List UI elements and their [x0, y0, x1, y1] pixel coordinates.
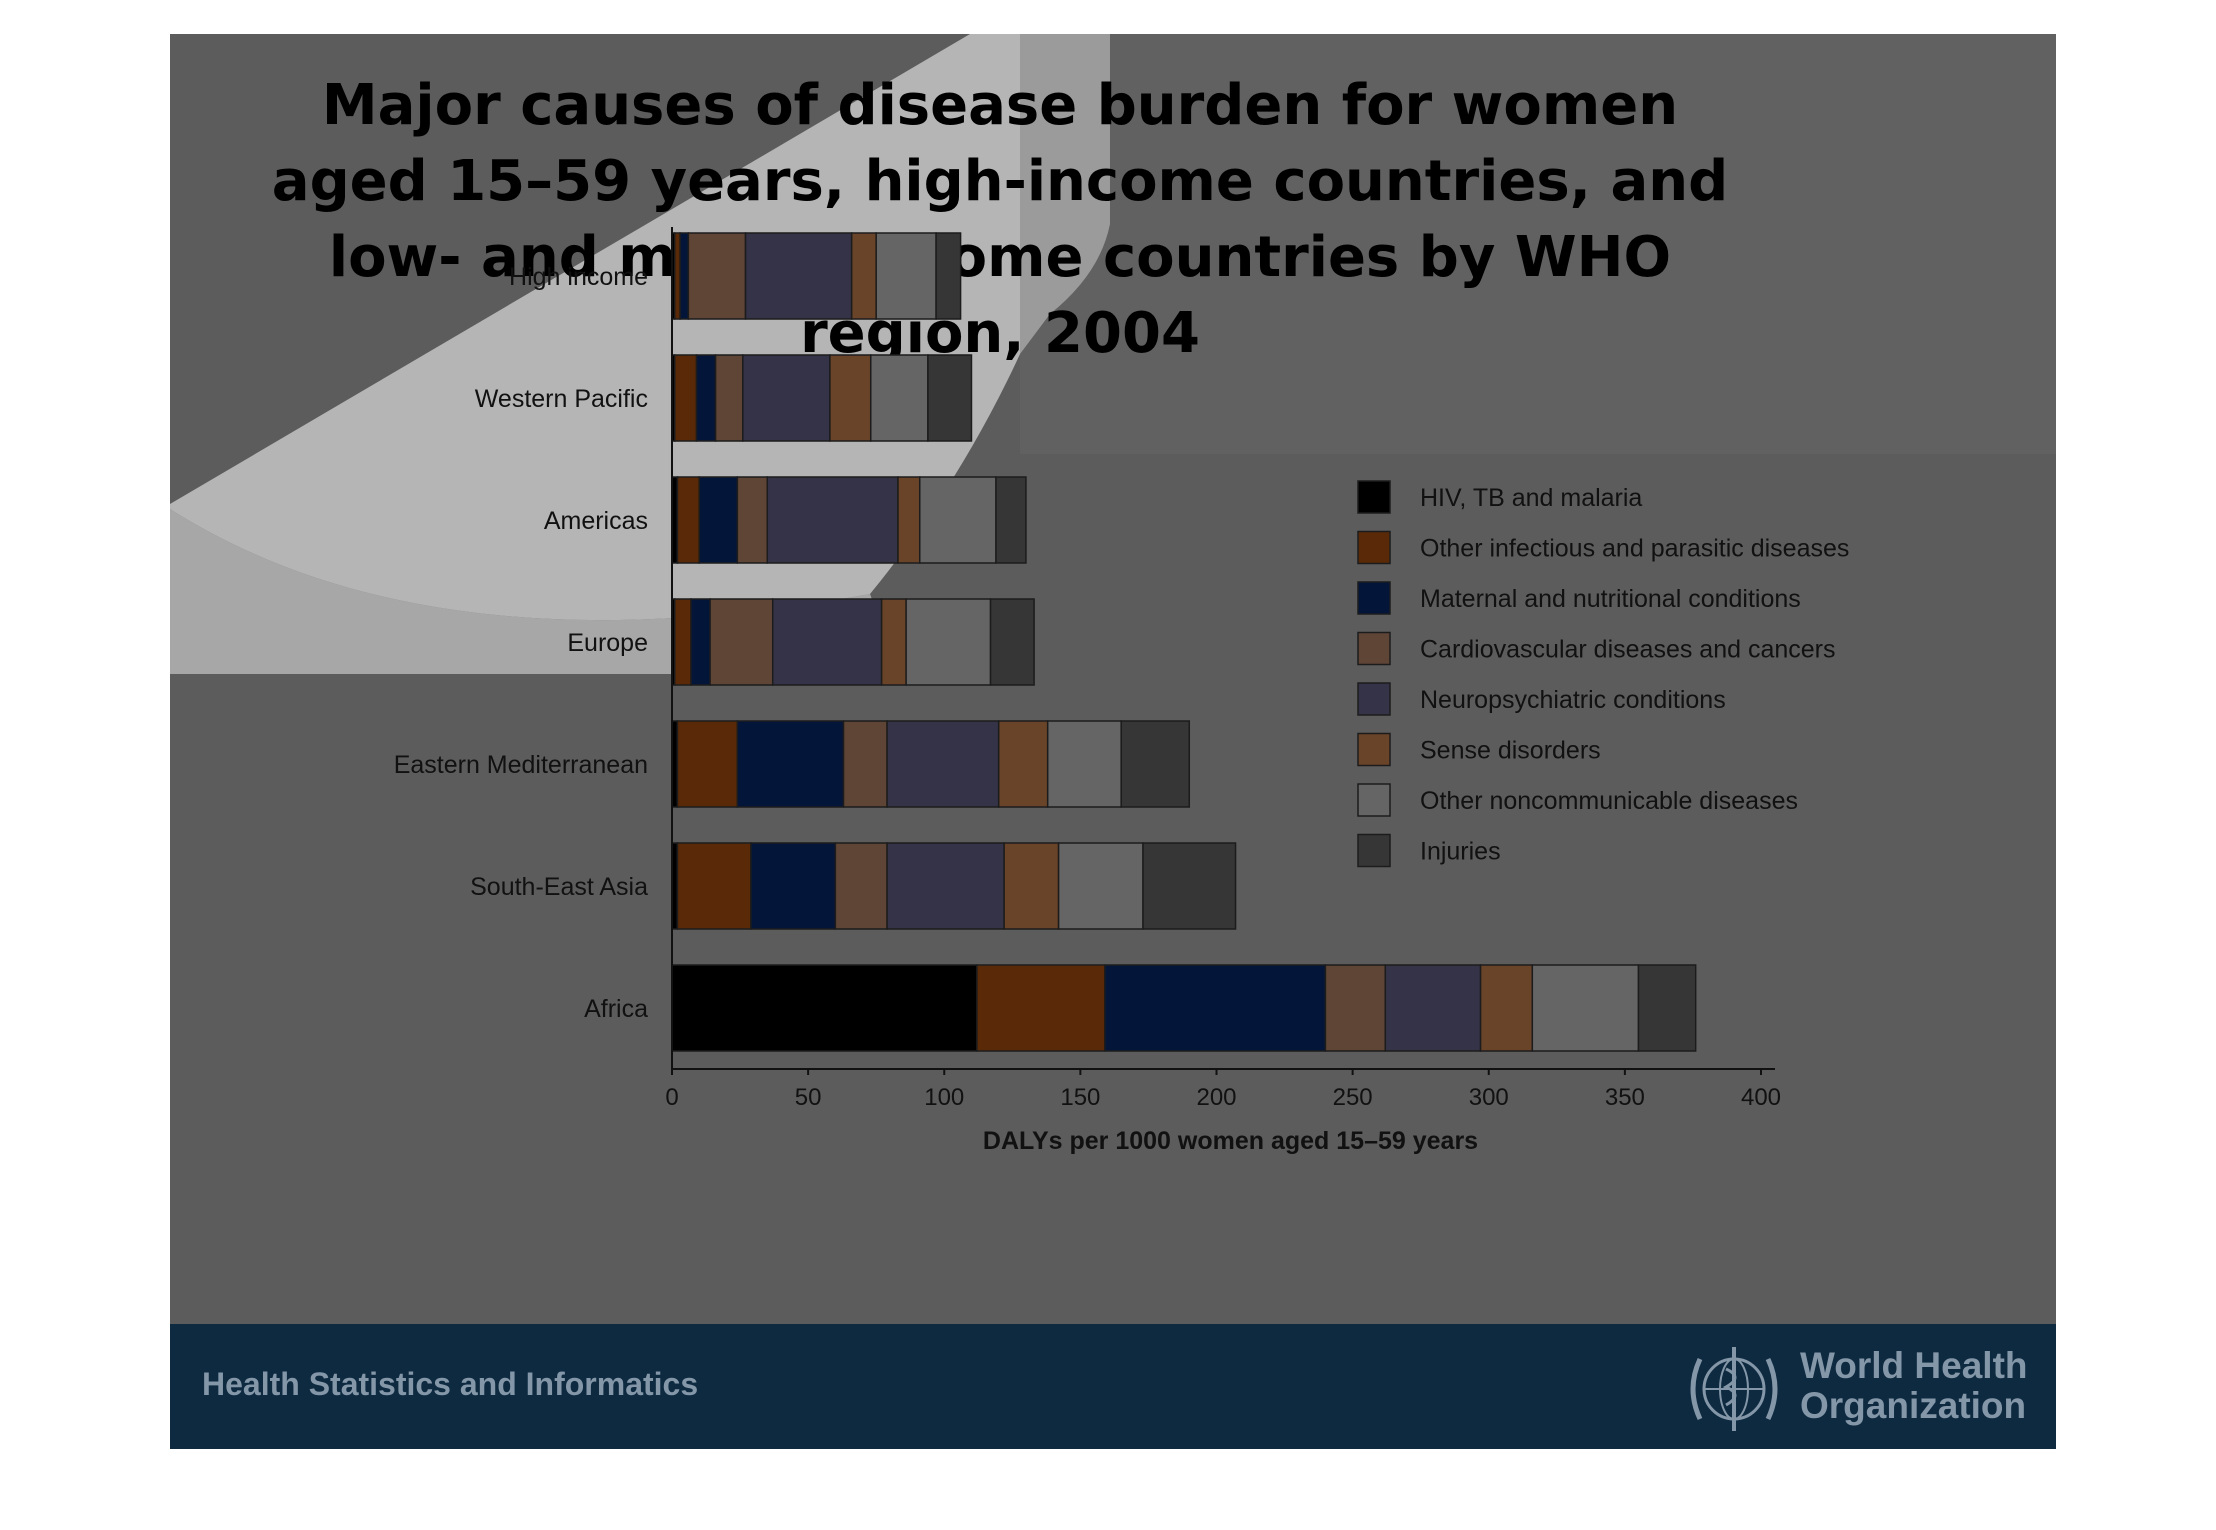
x-tick-label-150: 150: [1060, 1084, 1100, 1111]
legend-label-5: Sense disorders: [1420, 737, 1601, 765]
bar-segment-eastern-mediterranean-7: [1120, 720, 1191, 808]
bar-segment-europe-6: [905, 598, 992, 686]
footer-bar: Health Statistics and Informatics World …: [170, 1324, 2056, 1449]
background-graphic: [170, 34, 2056, 674]
x-tick-label-0: 0: [665, 1084, 678, 1111]
bar-segment-africa-0: [671, 964, 978, 1052]
legend-swatch-6: [1357, 783, 1391, 817]
bar-segment-eastern-mediterranean-1: [676, 720, 739, 808]
bar-segment-europe-3: [709, 598, 774, 686]
bar-segment-africa-3: [1324, 964, 1387, 1052]
bar-segment-eastern-mediterranean-3: [842, 720, 888, 808]
legend-swatch-4: [1357, 682, 1391, 716]
bar-segment-americas-4: [766, 476, 899, 564]
footer-text: Health Statistics and Informatics: [202, 1366, 699, 1402]
stacked-bar-chart: High income Western Pacific Americas Europe…: [394, 227, 1849, 1155]
legend-swatch-0: [1357, 480, 1391, 514]
x-tick-label-50: 50: [795, 1084, 822, 1111]
bar-segment-western-pacific-3: [714, 354, 744, 442]
bar-segment-south-east-asia-1: [676, 842, 752, 930]
bar-segment-south-east-asia-3: [834, 842, 888, 930]
slide-title: Major causes of disease burden for women…: [271, 73, 1729, 366]
bar-segment-europe-7: [989, 598, 1035, 686]
bar-segment-americas-5: [897, 476, 921, 564]
bar-segment-americas-6: [918, 476, 997, 564]
bar-segment-americas-1: [676, 476, 700, 564]
x-tick-label-200: 200: [1196, 1084, 1236, 1111]
bar-segment-americas-2: [698, 476, 739, 564]
legend-label-6: Other noncommunicable diseases: [1420, 787, 1798, 815]
bar-segment-south-east-asia-6: [1057, 842, 1144, 930]
legend-swatch-5: [1357, 732, 1391, 767]
bar-segment-western-pacific-7: [927, 354, 973, 442]
legend-swatch-1: [1357, 530, 1391, 565]
bar-segment-eastern-mediterranean-5: [997, 720, 1049, 808]
category-label-europe: Europe: [567, 629, 648, 657]
bar-segment-africa-4: [1384, 964, 1482, 1052]
bar-segment-eastern-mediterranean-2: [736, 720, 845, 808]
bar-segment-high-income-4: [744, 232, 853, 320]
bar-segment-western-pacific-2: [695, 354, 717, 442]
bar-segment-western-pacific-1: [673, 354, 698, 442]
bar-segment-high-income-5: [850, 232, 877, 320]
bar-segment-high-income-3: [687, 232, 747, 320]
category-label-western-pacific: Western Pacific: [475, 385, 648, 413]
x-axis-title: DALYs per 1000 women aged 15–59 years: [983, 1127, 1478, 1155]
background-top-right-panel: [1020, 34, 2056, 454]
legend-label-0: HIV, TB and malaria: [1420, 484, 1642, 512]
legend-label-4: Neuropsychiatric conditions: [1420, 686, 1726, 714]
who-name-line2: Organization: [1800, 1385, 2027, 1426]
bar-segment-high-income-6: [875, 232, 937, 320]
x-tick-label-300: 300: [1469, 1084, 1509, 1111]
bar-segment-europe-1: [673, 598, 692, 686]
bar-segment-americas-3: [736, 476, 769, 564]
legend-label-2: Maternal and nutritional conditions: [1420, 585, 1801, 613]
bar-segment-africa-6: [1531, 964, 1640, 1052]
bar-segment-western-pacific-5: [829, 354, 872, 442]
category-label-americas: Americas: [544, 507, 648, 535]
bar-segment-eastern-mediterranean-6: [1046, 720, 1122, 808]
bar-segment-western-pacific-6: [869, 354, 929, 442]
bar-segment-europe-5: [880, 598, 907, 686]
bar-segment-africa-5: [1479, 964, 1534, 1052]
legend-swatch-2: [1357, 581, 1391, 615]
who-name: World Health Organization: [1800, 1346, 2028, 1426]
category-label-eastern-mediterranean: Eastern Mediterranean: [394, 751, 648, 779]
legend-label-3: Cardiovascular diseases and cancers: [1420, 636, 1836, 664]
bar-segment-western-pacific-4: [742, 354, 831, 442]
bars-group: High income Western Pacific Americas Europe…: [394, 232, 1697, 1052]
legend-label-1: Other infectious and parasitic diseases: [1420, 535, 1849, 563]
bar-segment-eastern-mediterranean-4: [886, 720, 1000, 808]
slide: Major causes of disease burden for women…: [170, 34, 2056, 1449]
x-tick-label-400: 400: [1741, 1084, 1781, 1111]
bar-segment-africa-2: [1104, 964, 1327, 1052]
bar-segment-south-east-asia-2: [750, 842, 837, 930]
category-label-africa: Africa: [584, 995, 648, 1023]
bar-segment-africa-7: [1637, 964, 1697, 1052]
bar-segment-europe-4: [771, 598, 883, 686]
x-tick-label-100: 100: [924, 1084, 964, 1111]
bar-segment-south-east-asia-5: [1003, 842, 1060, 930]
category-label-south-east-asia: South-East Asia: [470, 873, 648, 901]
legend-label-7: Injuries: [1420, 838, 1501, 866]
category-label-high-income: High income: [509, 263, 648, 291]
bar-segment-americas-7: [995, 476, 1027, 564]
legend-group: HIV, TB and malaria Other infectious and …: [1357, 480, 1849, 868]
x-tick-label-250: 250: [1333, 1084, 1373, 1111]
bar-segment-high-income-2: [679, 232, 690, 320]
bar-segment-high-income-1: [673, 232, 681, 320]
bar-segment-south-east-asia-4: [886, 842, 1005, 930]
legend-swatch-7: [1357, 833, 1391, 868]
bar-segment-high-income-7: [935, 232, 962, 320]
bar-segment-europe-2: [690, 598, 711, 686]
x-tick-label-350: 350: [1605, 1084, 1645, 1111]
background-light-region: [170, 34, 1110, 621]
bar-segment-africa-1: [976, 964, 1106, 1052]
who-name-line1: World Health: [1800, 1345, 2028, 1386]
x-axis-group: 0 50 100 150 200 250 300 350 400 DALYs per 1000 w…: [665, 227, 1781, 1155]
legend-swatch-3: [1357, 631, 1391, 666]
who-emblem-icon: [1690, 1347, 1778, 1431]
bar-segment-south-east-asia-7: [1142, 842, 1237, 930]
